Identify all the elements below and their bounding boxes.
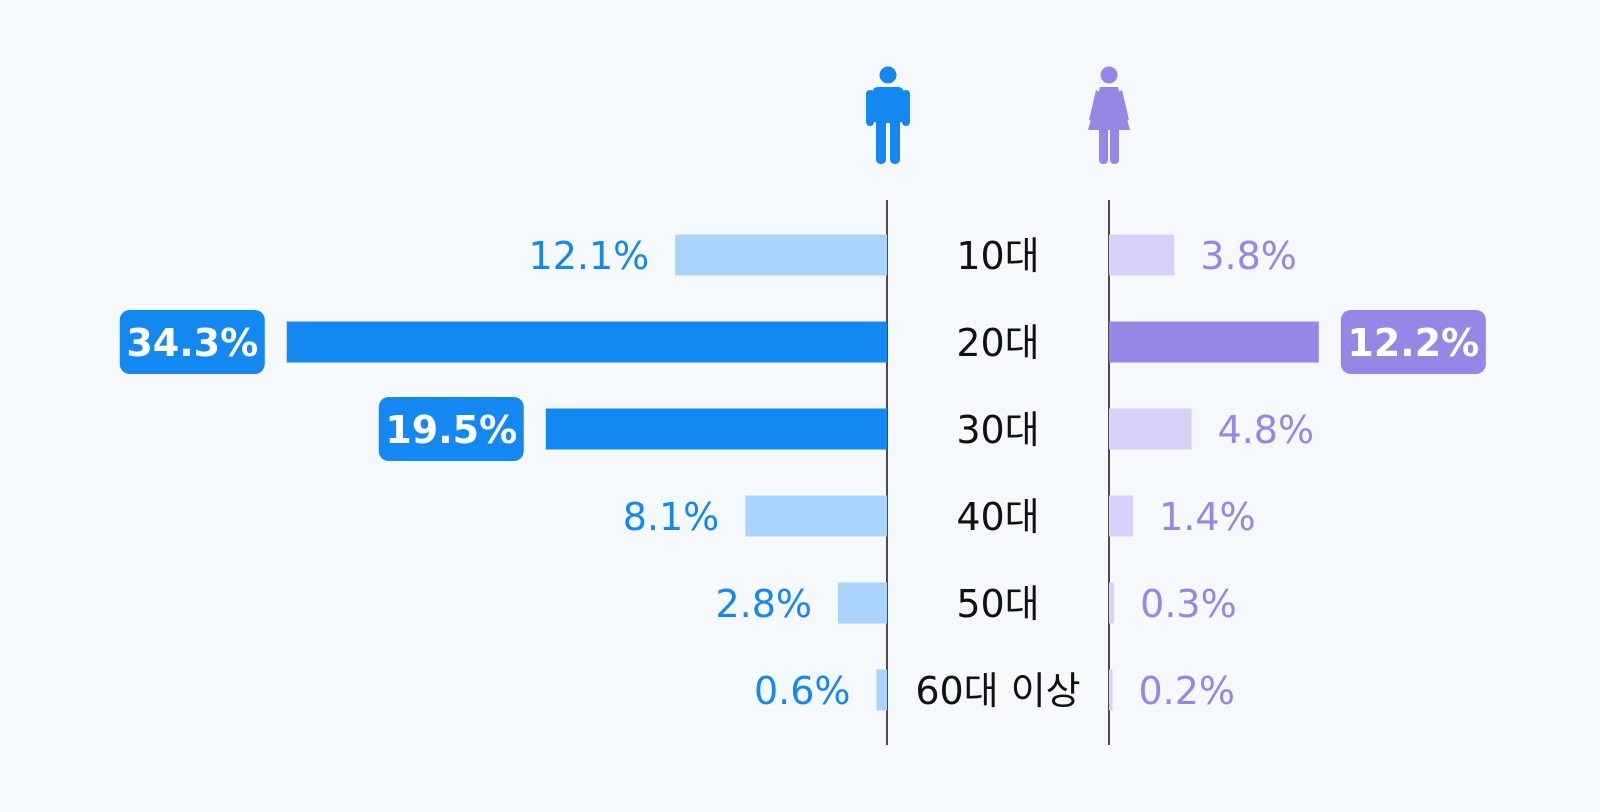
bar-right — [1109, 408, 1192, 450]
category-label: 50대 — [956, 582, 1039, 626]
value-label-right: 3.8% — [1200, 234, 1297, 278]
bar-right — [1109, 582, 1115, 624]
bar-left — [675, 234, 887, 276]
value-label-left: 8.1% — [623, 495, 720, 539]
category-label: 40대 — [956, 495, 1039, 539]
value-badge-right — [1340, 310, 1486, 374]
value-label-right: 12.2% — [1347, 321, 1479, 365]
value-label-left: 19.5% — [385, 408, 517, 452]
value-label-left: 0.6% — [754, 669, 851, 713]
bar-right — [1109, 495, 1134, 537]
bar-left — [838, 582, 887, 624]
female-icon — [1086, 66, 1132, 168]
value-label-right: 4.8% — [1218, 408, 1315, 452]
bar-right — [1109, 321, 1319, 363]
value-badge-left — [119, 310, 265, 374]
value-label-left: 12.1% — [529, 234, 650, 278]
bar-right — [1109, 234, 1175, 276]
bar-left — [286, 321, 887, 363]
bar-left — [876, 669, 887, 711]
value-label-right: 1.4% — [1159, 495, 1256, 539]
bar-right — [1109, 669, 1113, 711]
value-label-right: 0.3% — [1140, 582, 1237, 626]
value-badge-left — [378, 397, 524, 461]
category-label: 20대 — [956, 321, 1039, 365]
bar-left — [545, 408, 887, 450]
male-icon — [866, 66, 910, 168]
category-label: 10대 — [956, 234, 1039, 278]
value-label-left: 34.3% — [126, 321, 258, 365]
category-label: 30대 — [956, 408, 1039, 452]
value-label-left: 2.8% — [715, 582, 812, 626]
value-label-right: 0.2% — [1138, 669, 1235, 713]
bar-left — [745, 495, 887, 537]
category-label: 60대 이상 — [915, 669, 1080, 713]
